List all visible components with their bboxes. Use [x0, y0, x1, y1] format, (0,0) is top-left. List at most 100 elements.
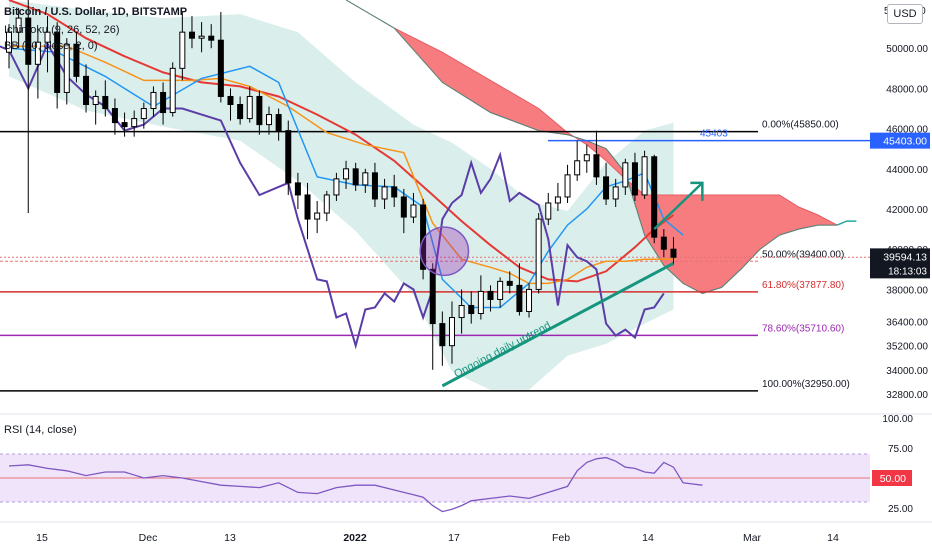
candle-body-69	[670, 248, 677, 258]
x-axis-tick: Feb	[552, 532, 570, 544]
candle-body-54	[526, 288, 533, 313]
price-axis-tick: 46000.00	[886, 125, 928, 136]
x-axis-tick: 2022	[343, 532, 367, 544]
candle-body-34	[333, 178, 340, 196]
candle-body-12	[121, 122, 128, 128]
cloud-twist-green	[836, 220, 857, 226]
candle-body-29	[285, 130, 292, 184]
candle-body-41	[400, 196, 407, 218]
last-price-tag	[870, 248, 930, 279]
candle-body-19	[188, 31, 195, 39]
candle-body-2	[25, 17, 32, 65]
price-axis-tick: 32800.00	[886, 390, 928, 401]
candle-body-20	[198, 35, 205, 39]
currency-button[interactable]: USD	[887, 4, 923, 24]
candle-body-17	[169, 67, 176, 114]
projection-arrow-shaft	[653, 181, 704, 231]
candle-body-52	[506, 280, 513, 286]
symbol-title[interactable]: Bitcoin / U.S. Dollar, 1D, BITSTAMP	[4, 6, 187, 18]
rsi-axis-tick: 75.00	[888, 444, 913, 455]
candle-body-39	[381, 186, 388, 200]
candle-body-45	[439, 323, 446, 347]
candle-body-18	[179, 31, 186, 69]
candle-body-65	[631, 162, 638, 196]
candle-body-6	[63, 43, 70, 93]
candle-body-64	[622, 162, 629, 188]
x-axis-tick: 15	[36, 532, 48, 544]
candle-body-63	[612, 186, 619, 200]
candle-body-11	[111, 108, 118, 124]
x-axis-tick: 13	[224, 532, 236, 544]
resistance-label: 45403	[700, 129, 728, 140]
candle-body-1	[15, 17, 22, 33]
lagging-span-line	[0, 42, 665, 350]
candle-body-46	[448, 317, 455, 347]
candle-body-14	[140, 108, 147, 120]
candle-body-44	[429, 268, 436, 325]
candle-body-38	[371, 172, 378, 200]
candle-body-22	[217, 39, 224, 97]
price-axis-tick: 48000.00	[886, 84, 928, 95]
candle-body-59	[574, 160, 581, 176]
price-axis-tick: 36400.00	[886, 318, 928, 329]
bb-legend[interactable]: BB (20, close, 2, 0)	[4, 40, 98, 52]
fib-label-1: 50.00%(39400.00)	[762, 249, 844, 260]
candle-body-13	[131, 118, 138, 128]
cloud-span-b	[345, 0, 838, 294]
candle-body-35	[343, 168, 350, 180]
candle-body-23	[227, 95, 234, 106]
rsi-legend[interactable]: RSI (14, close)	[4, 424, 77, 436]
x-axis-tick: Dec	[139, 532, 158, 544]
candle-body-24	[237, 104, 244, 120]
candle-body-48	[468, 304, 475, 315]
ichimoku-legend[interactable]: Ichimoku (9, 26, 52, 26)	[4, 24, 120, 36]
candle-body-55	[535, 218, 542, 290]
price-axis-tick: 42000.00	[886, 205, 928, 216]
tenkan-line	[8, 47, 684, 309]
candle-body-31	[304, 194, 311, 220]
candle-body-8	[83, 75, 90, 106]
price-axis-tick: 50000.00	[886, 44, 928, 55]
rsi-value-tag-text: 50.00	[880, 473, 906, 485]
candle-body-10	[102, 95, 109, 110]
candle-body-62	[603, 176, 610, 200]
last-price-countdown: 18:13:03	[888, 266, 927, 277]
candle-body-68	[660, 236, 667, 250]
candle-body-4	[44, 31, 51, 43]
candle-body-3	[34, 41, 41, 65]
candle-body-57	[554, 196, 561, 204]
candle-body-25	[246, 95, 253, 120]
candle-body-60	[583, 154, 590, 162]
projection-arrow-head	[690, 181, 704, 201]
candle-body-47	[458, 304, 465, 319]
x-axis-tick: 14	[827, 532, 839, 544]
candle-body-7	[73, 43, 80, 77]
candle-body-61	[593, 154, 600, 178]
candle-body-50	[487, 290, 494, 300]
fib-label-2: 61.80%(37877.80)	[762, 280, 844, 291]
x-axis-tick: 17	[448, 532, 460, 544]
price-axis-tick: 34000.00	[886, 366, 928, 377]
candle-body-37	[362, 172, 369, 186]
resistance-price-tag	[870, 132, 930, 149]
rsi-axis-tick: 25.00	[888, 504, 913, 515]
candle-body-27	[266, 114, 273, 126]
candle-body-5	[54, 31, 61, 93]
candle-body-9	[92, 95, 99, 106]
candle-body-49	[477, 290, 484, 315]
candle-body-67	[651, 156, 658, 238]
resistance-price-tag-text: 45403.00	[883, 136, 927, 148]
candle-body-42	[410, 204, 417, 218]
price-axis-tick: 35200.00	[886, 342, 928, 353]
fib-label-4: 100.00%(32950.00)	[762, 379, 850, 390]
rsi-axis-tick: 100.00	[882, 414, 913, 425]
fib-label-3: 78.60%(35710.60)	[762, 323, 844, 334]
candle-body-21	[208, 35, 215, 41]
candle-body-26	[256, 95, 263, 126]
uptrend-line	[441, 261, 675, 388]
candle-body-58	[564, 174, 571, 198]
price-axis-tick: 38000.00	[886, 285, 928, 296]
candle-body-16	[160, 91, 167, 114]
x-axis-tick: 14	[642, 532, 654, 544]
